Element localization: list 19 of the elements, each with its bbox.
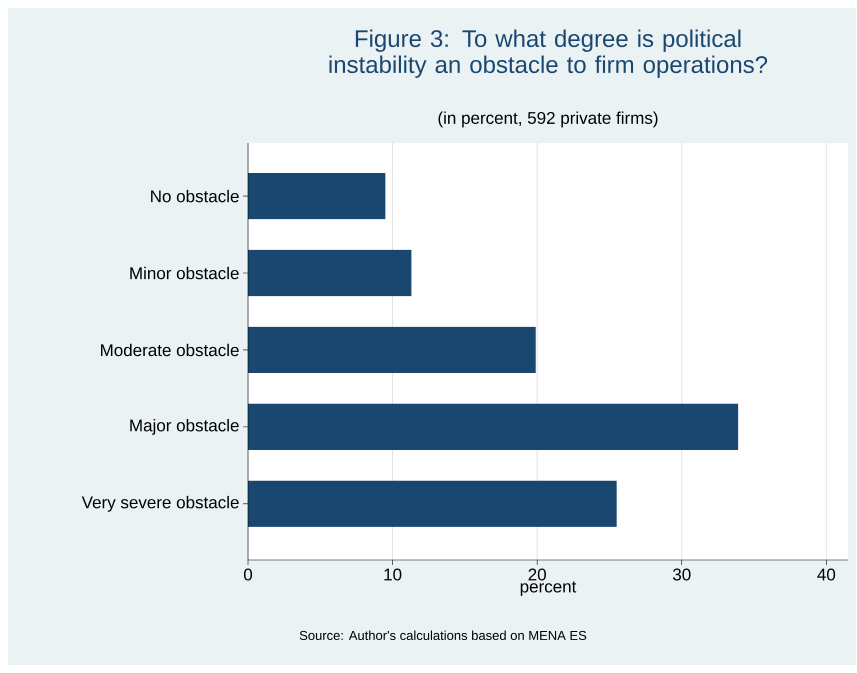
bar xyxy=(248,480,617,527)
y-tick-label: Major obstacle xyxy=(130,418,239,435)
chart-title: Figure 3: To what degree is political instability an obstacle to firm operations? xyxy=(330,30,768,78)
x-tick-label: 40 xyxy=(817,568,836,581)
x-tick-label: 30 xyxy=(672,568,691,581)
bar xyxy=(248,172,386,220)
x-tick-label: 20 xyxy=(528,568,546,581)
bar xyxy=(248,404,738,450)
y-tick-label: Moderate obstacle xyxy=(101,344,239,356)
bar xyxy=(248,326,536,374)
source-note: Source: Author's calculations based on MENA ES xyxy=(300,630,586,640)
chart-subtitle: (in percent, 592 private firms) xyxy=(438,112,658,128)
y-tick-label: Very severe obstacle xyxy=(82,496,239,512)
y-tick-label: No obstacle xyxy=(151,190,239,202)
x-axis-title: percent xyxy=(520,581,576,596)
y-tick-label: Minor obstacle xyxy=(130,266,239,280)
bar xyxy=(248,250,412,296)
x-tick-label: 10 xyxy=(384,568,402,581)
x-tick-label: 0 xyxy=(244,568,252,581)
